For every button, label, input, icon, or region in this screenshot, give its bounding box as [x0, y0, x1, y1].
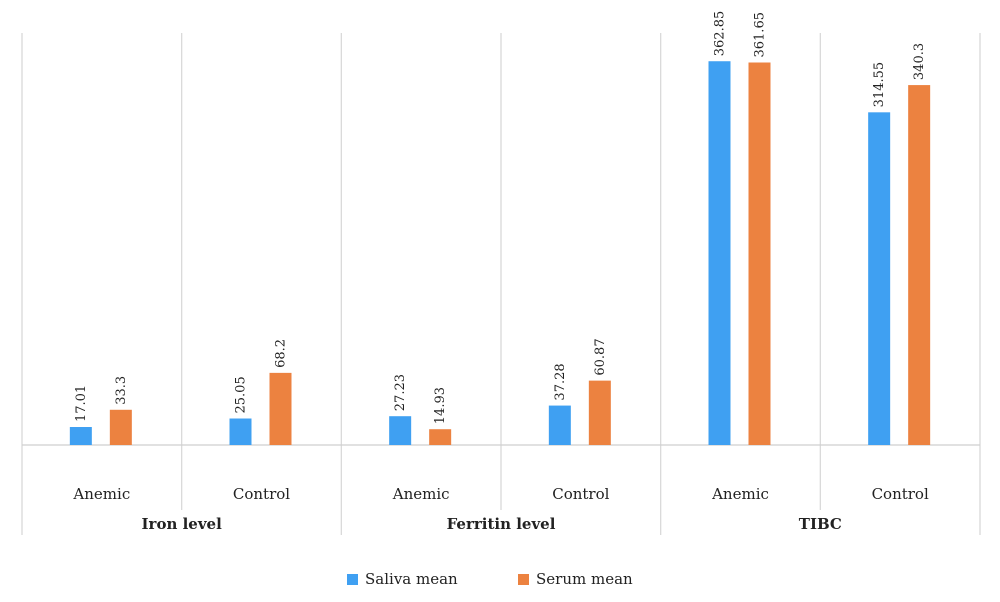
category-label: Anemic: [392, 485, 450, 503]
data-label: 340.3: [912, 43, 927, 80]
data-label: 17.01: [74, 385, 89, 422]
data-label: 33.3: [114, 376, 129, 405]
data-label: 60.87: [593, 338, 608, 375]
bar-serum-mean: [748, 62, 771, 445]
category-label: Control: [552, 485, 609, 503]
bar-serum-mean: [429, 429, 452, 445]
data-label: 27.23: [393, 374, 408, 411]
data-label: 14.93: [433, 387, 448, 424]
legend-label: Serum mean: [536, 570, 633, 588]
bar-saliva-mean: [868, 112, 891, 445]
category-label: Anemic: [72, 485, 130, 503]
legend-swatch-saliva-mean: [347, 574, 358, 585]
group-label: TIBC: [799, 515, 842, 533]
group-label: Iron level: [142, 515, 223, 533]
data-label: 37.28: [553, 363, 568, 400]
bar-serum-mean: [109, 409, 132, 445]
data-label: 314.55: [872, 62, 887, 108]
data-label: 361.65: [753, 12, 768, 58]
legend-label: Saliva mean: [365, 570, 458, 588]
bar-saliva-mean: [229, 418, 252, 445]
bar-saliva-mean: [69, 427, 92, 445]
bar-serum-mean: [588, 380, 611, 445]
data-label: 362.85: [713, 11, 728, 57]
legend-swatch-serum-mean: [518, 574, 529, 585]
bar-saliva-mean: [548, 405, 571, 445]
category-label: Control: [872, 485, 929, 503]
group-label: Ferritin level: [447, 515, 556, 533]
bar-saliva-mean: [389, 416, 412, 445]
category-label: Control: [233, 485, 290, 503]
bar-serum-mean: [269, 372, 292, 445]
bar-saliva-mean: [708, 61, 731, 445]
category-label: Anemic: [711, 485, 769, 503]
bar-serum-mean: [908, 85, 931, 445]
data-label: 68.2: [274, 339, 289, 368]
data-label: 25.05: [234, 376, 249, 413]
